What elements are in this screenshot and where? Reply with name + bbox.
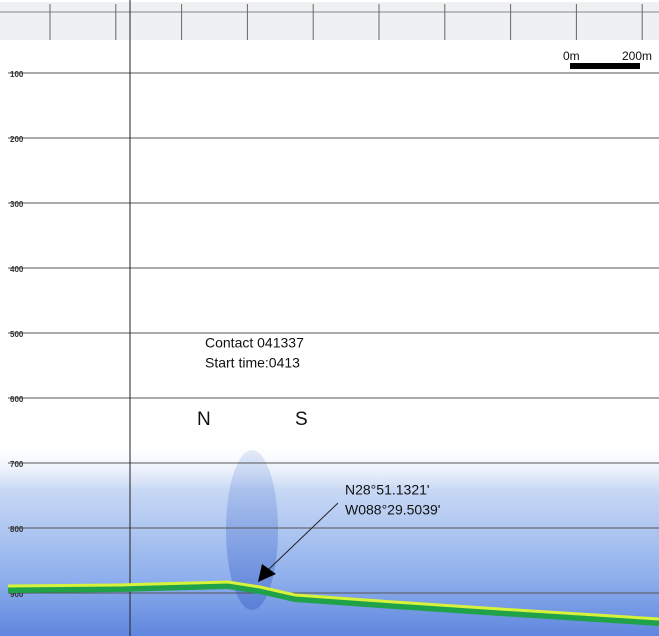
water-column [0, 440, 659, 636]
depth-label: 800 [10, 525, 24, 534]
header-strip [0, 2, 659, 40]
south-label: S [295, 409, 308, 430]
sonar-record: 100200300400500600700800900 0m 200m Cont… [0, 0, 659, 636]
depth-label: 600 [10, 395, 24, 404]
longitude-label: W088°29.5039' [345, 502, 440, 518]
depth-label: 700 [10, 460, 24, 469]
depth-label: 400 [10, 265, 24, 274]
contact-label: Contact 041337 [205, 335, 304, 351]
scale-bar [570, 63, 640, 69]
depth-label: 200 [10, 135, 24, 144]
depth-label: 300 [10, 200, 24, 209]
latitude-label: N28°51.1321' [345, 482, 430, 498]
north-label: N [197, 409, 211, 430]
depth-label: 500 [10, 330, 24, 339]
start-time-label: Start time:0413 [205, 355, 300, 371]
scale-end: 200m [622, 49, 652, 63]
depth-label: 100 [10, 70, 24, 79]
scale-start: 0m [563, 49, 580, 63]
